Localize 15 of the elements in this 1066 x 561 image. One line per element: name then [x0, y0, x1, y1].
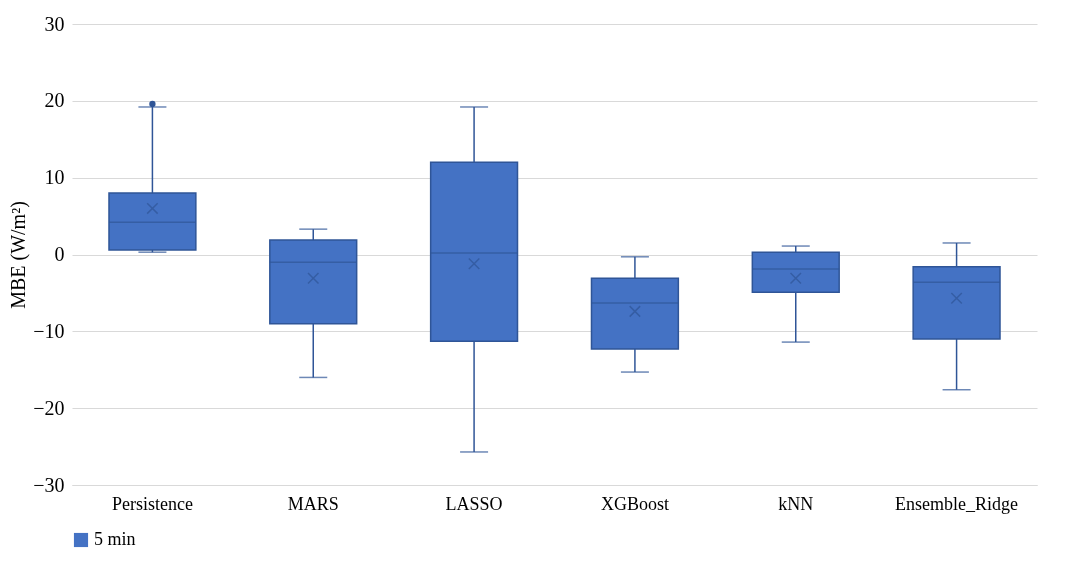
- y-tick-label: 30: [44, 12, 65, 35]
- y-tick-label: 0: [54, 243, 65, 265]
- x-tick-label: MARS: [287, 493, 339, 514]
- y-tick-label: 20: [44, 89, 65, 112]
- x-tick-label: XGBoost: [600, 493, 669, 514]
- x-tick-label: Ensemble_Ridge: [895, 493, 1019, 514]
- y-axis-title: MBE (W/m²): [7, 201, 31, 309]
- y-tick-label: 10: [44, 166, 65, 189]
- y-tick-label: −30: [33, 473, 65, 496]
- x-tick-label: kNN: [778, 493, 814, 514]
- x-tick-label: Persistence: [111, 493, 193, 514]
- x-tick-label: LASSO: [445, 493, 503, 514]
- y-tick-label: −20: [33, 396, 65, 419]
- legend-label: 5 min: [94, 529, 136, 549]
- y-tick-label: −10: [33, 319, 65, 342]
